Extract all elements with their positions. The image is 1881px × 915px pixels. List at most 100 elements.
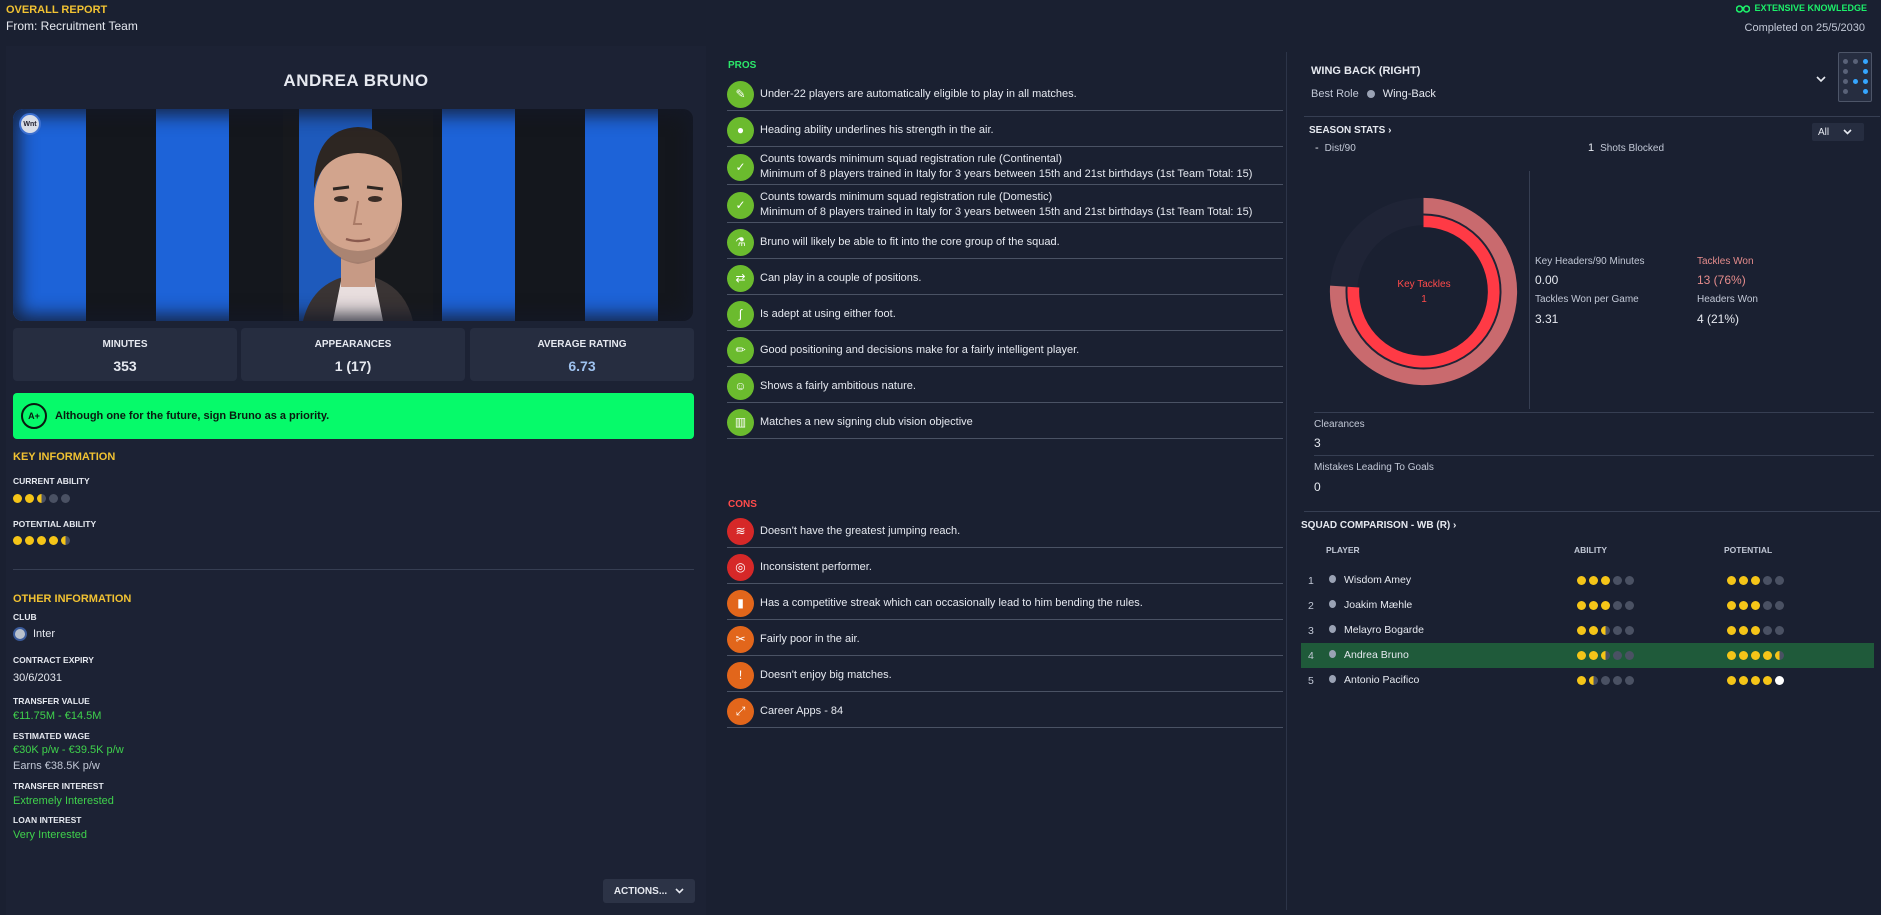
star-icon xyxy=(1775,601,1784,610)
star-icon xyxy=(1601,651,1610,660)
season-stats-heading[interactable]: SEASON STATS › xyxy=(1309,125,1391,136)
col-potential[interactable]: POTENTIAL xyxy=(1724,545,1773,555)
current-ability-stars xyxy=(13,494,70,503)
star-icon xyxy=(1625,651,1634,660)
squad-comparison-heading[interactable]: SQUAD COMPARISON - WB (R) › xyxy=(1301,520,1456,531)
knowledge-label: EXTENSIVE KNOWLEDGE xyxy=(1754,3,1867,13)
contract-label: CONTRACT EXPIRY xyxy=(13,655,94,665)
star-icon xyxy=(1739,576,1748,585)
star-icon xyxy=(1751,576,1760,585)
player-name-cell[interactable]: Andrea Bruno xyxy=(1344,649,1409,661)
pro-item-text: Minimum of 8 players trained in Italy fo… xyxy=(760,206,1253,218)
pro-item-text: Counts towards minimum squad registratio… xyxy=(760,191,1053,203)
key-information-heading: KEY INFORMATION xyxy=(13,451,116,463)
star-icon xyxy=(1763,576,1772,585)
con-item-text: Doesn't enjoy big matches. xyxy=(760,668,892,681)
divider xyxy=(1314,412,1874,413)
shots-blocked-label: Shots Blocked xyxy=(1600,143,1665,154)
pitch-position-dot xyxy=(1853,59,1858,64)
stat-appearances-label: APPEARANCES xyxy=(314,339,392,350)
tackles-per-game-label: Tackles Won per Game xyxy=(1535,294,1639,305)
table-row[interactable]: 4 Andrea Bruno xyxy=(1301,643,1874,668)
mistakes-value: 0 xyxy=(1314,480,1321,494)
actions-button[interactable]: ACTIONS... xyxy=(603,879,695,903)
star-icon xyxy=(1625,626,1634,635)
pro-item: ☺ Shows a fairly ambitious nature. xyxy=(727,370,1283,403)
player-name-cell[interactable]: Joakim Mæhle xyxy=(1344,599,1413,611)
col-ability[interactable]: ABILITY xyxy=(1574,545,1608,555)
star-icon xyxy=(1625,676,1634,685)
ball-alert-icon: ! xyxy=(727,661,754,689)
star-icon xyxy=(1763,676,1772,685)
pro-item: ✓ Counts towards minimum squad registrati… xyxy=(727,150,1283,185)
role-title: WING BACK (RIGHT) xyxy=(1311,65,1421,77)
star-icon xyxy=(1751,601,1760,610)
kit-badge[interactable]: Wnt xyxy=(19,113,41,135)
ability-stars xyxy=(1577,601,1634,610)
player-name-cell[interactable]: Melayro Bogarde xyxy=(1344,624,1424,636)
star-icon xyxy=(1613,651,1622,660)
star-icon xyxy=(1577,676,1586,685)
donut-center-label: Key Tackles 1 xyxy=(1366,277,1482,307)
stat-appearances-value: 1 (17) xyxy=(334,358,372,374)
pro-item: ⇄ Can play in a couple of positions. xyxy=(727,262,1283,295)
shots-blocked-value: 1 xyxy=(1588,142,1595,154)
table-row[interactable]: 1 Wisdom Amey xyxy=(1301,568,1874,593)
star-icon xyxy=(1739,626,1748,635)
star-icon xyxy=(1775,676,1784,685)
star-icon xyxy=(1577,576,1586,585)
air-icon: ✂ xyxy=(727,625,754,653)
club-row[interactable]: Inter xyxy=(13,627,55,641)
info-icon[interactable] xyxy=(1366,90,1375,98)
player-name-cell[interactable]: Antonio Pacifico xyxy=(1344,674,1420,686)
pitch-position-dot-active xyxy=(1863,69,1868,74)
table-row[interactable]: 3 Melayro Bogarde xyxy=(1301,618,1874,643)
arrows-icon: ⤢ xyxy=(727,697,754,725)
club-name: Inter xyxy=(33,628,56,640)
star-icon xyxy=(1739,601,1748,610)
report-title: OVERALL REPORT xyxy=(6,4,108,16)
knowledge-badge: EXTENSIVE KNOWLEDGE xyxy=(1736,3,1867,13)
star-icon xyxy=(1613,576,1622,585)
best-role-label: Best Role xyxy=(1311,88,1359,100)
role-dropdown-chevron-icon[interactable] xyxy=(1816,76,1826,83)
star-icon xyxy=(61,536,70,545)
potential-stars xyxy=(1727,576,1784,585)
loan-interest-label: LOAN INTEREST xyxy=(13,815,82,825)
pitch-position-dot-active xyxy=(1863,79,1868,84)
transfer-value-label: TRANSFER VALUE xyxy=(13,696,90,706)
star-icon xyxy=(1727,576,1736,585)
pitch-position-dot xyxy=(1843,79,1848,84)
tackles-won-value: 13 (76%) xyxy=(1697,273,1746,287)
pro-item: ▥ Matches a new signing club vision objec… xyxy=(727,406,1283,439)
season-stats-filter[interactable]: All xyxy=(1812,123,1864,141)
col-player[interactable]: PLAYER xyxy=(1326,545,1360,555)
con-item-text: Has a competitive streak which can occas… xyxy=(760,596,1143,609)
star-icon xyxy=(1763,651,1772,660)
stat-appearances: APPEARANCES 1 (17) xyxy=(241,328,465,381)
completed-date: Completed on 25/5/2030 xyxy=(1744,22,1865,34)
pro-item: ⚗ Bruno will likely be able to fit into t… xyxy=(727,226,1283,259)
dist-value: - xyxy=(1315,142,1319,154)
table-row[interactable]: 5 Antonio Pacifico xyxy=(1301,668,1874,693)
star-icon xyxy=(1727,676,1736,685)
star-icon xyxy=(1601,601,1610,610)
spring-icon: ≋ xyxy=(727,517,754,545)
building-icon: ▥ xyxy=(727,408,754,436)
player-name-cell[interactable]: Wisdom Amey xyxy=(1344,574,1412,586)
transfer-value: €11.75M - €14.5M xyxy=(13,710,102,722)
star-icon xyxy=(1775,576,1784,585)
table-row[interactable]: 2 Joakim Mæhle xyxy=(1301,593,1874,618)
chevron-right-icon: › xyxy=(1453,520,1457,531)
player-name[interactable]: ANDREA BRUNO xyxy=(283,71,429,90)
star-icon xyxy=(1601,626,1610,635)
person-icon xyxy=(1329,625,1336,633)
stat-average-rating: AVERAGE RATING 6.73 xyxy=(470,328,694,381)
cons-heading: CONS xyxy=(728,499,757,510)
position-pitch-icon[interactable] xyxy=(1838,52,1872,102)
dist-label: Dist/90 xyxy=(1324,143,1356,154)
star-icon xyxy=(1763,626,1772,635)
con-item: ▮ Has a competitive streak which can occa… xyxy=(727,587,1283,620)
pro-item-text: Bruno will likely be able to fit into th… xyxy=(760,235,1060,248)
panel-divider xyxy=(1286,52,1287,910)
